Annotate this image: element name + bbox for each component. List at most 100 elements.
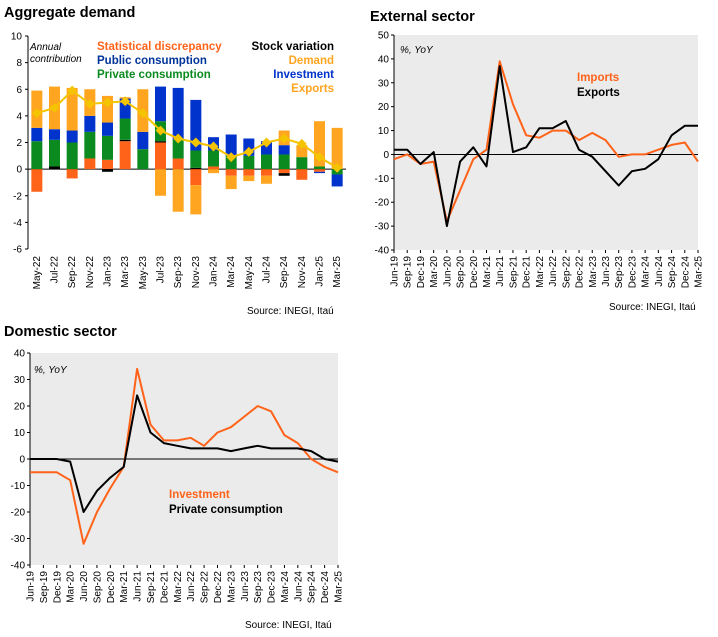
chart3-x-tick-label: Sep-23 [253, 571, 264, 604]
chart2-x-tick-label: Dec-21 [522, 256, 533, 289]
chart1-demand-marker [84, 98, 95, 109]
chart1-bar [314, 166, 325, 170]
chart3-x-tick-label: Mar-21 [119, 571, 130, 603]
chart1-demand-line [36, 89, 338, 169]
chart1-bar [119, 98, 131, 119]
chart2-legend-exports: Exports [577, 87, 620, 99]
chart1-bar [119, 141, 131, 170]
chart1-x-tick-label: Mar-24 [226, 256, 237, 288]
chart1-bar [172, 169, 184, 212]
chart3-x-tick-label: Sep-24 [307, 571, 318, 604]
chart1-x-tick-label: Nov-24 [297, 256, 308, 289]
chart2-x-tick-label: Sep-22 [561, 256, 572, 289]
chart2-x-tick-label: Sep-19 [403, 256, 414, 289]
chart1-bar [102, 169, 113, 172]
aggregate-demand-chart: Aggregate demand 10 8 6 4 2 0 -2 -4 -6 May-22 Jul-… [4, 5, 346, 317]
chart1-bar [172, 87, 184, 140]
chart1-demand-marker [332, 162, 343, 173]
chart2-title: External sector [370, 9, 475, 25]
chart1-bar [190, 167, 202, 170]
chart1-demand-marker [102, 97, 113, 108]
chart1-x-tick-label: Mar-23 [120, 256, 131, 288]
chart1-bar [225, 134, 237, 156]
chart1-demand-marker [261, 137, 272, 148]
chart1-bar [208, 150, 219, 167]
chart3-y-tick-label: -30 [11, 534, 26, 545]
chart1-bar [119, 139, 131, 142]
chart1-bar [84, 131, 96, 159]
chart3-x-tick-label: Mar-20 [66, 571, 77, 603]
chart1-bar [155, 86, 166, 122]
chart1-bar [102, 135, 113, 160]
chart2-x-tick-label: Mar-25 [694, 256, 705, 288]
chart2-y-tick-label: 30 [378, 78, 390, 89]
domestic-sector-chart: Domestic sector 403020100-10-20-30-40Jun… [4, 324, 345, 631]
chart1-bar [314, 171, 325, 174]
chart2-x-tick-label: Jun-20 [442, 256, 453, 287]
chart3-x-tick-label: Sep-21 [146, 571, 157, 604]
chart1-y-tick-label: -6 [13, 245, 22, 256]
chart1-bar [84, 158, 96, 170]
chart1-bar [243, 175, 255, 182]
chart1-bar [243, 169, 255, 176]
chart1-y-tick-label: 10 [11, 32, 23, 43]
chart1-bar [137, 131, 149, 150]
chart1-bar [66, 169, 78, 179]
chart1-demand-marker [226, 152, 237, 163]
chart1-x-tick-label: May-24 [244, 256, 255, 290]
chart1-bar [102, 95, 113, 123]
chart1-bar [66, 130, 78, 143]
chart2-y-tick-label: 50 [378, 31, 390, 42]
chart3-series-0-line [30, 367, 339, 545]
chart3-title: Domestic sector [4, 324, 117, 340]
chart2-x-tick-label: Dec-23 [627, 256, 638, 289]
chart3-legend-private-consumption: Private consumption [169, 504, 283, 516]
chart1-demand-marker [314, 152, 325, 163]
chart1-bar [225, 155, 237, 170]
chart2-x-tick-label: Sep-21 [508, 256, 519, 289]
chart3-x-tick-label: Dec-21 [159, 571, 170, 604]
chart1-bar [314, 121, 325, 167]
chart1-bar [49, 139, 60, 167]
chart3-x-tick-label: Sep-22 [200, 571, 211, 604]
chart1-bar [155, 169, 166, 196]
chart1-bar [331, 174, 343, 187]
chart1-bar [296, 169, 308, 180]
chart1-x-tick-label: Jan-23 [103, 256, 114, 287]
chart1-bar [66, 142, 78, 170]
chart1-x-tick-label: Sep-24 [279, 256, 290, 289]
chart1-x-tick-label: Sep-22 [67, 256, 78, 289]
chart2-y-tick-label: 20 [378, 102, 390, 113]
chart1-x-tick-label: Nov-22 [85, 256, 96, 289]
chart1-bar [261, 141, 272, 155]
chart1-y-tick-label: -4 [13, 218, 22, 229]
chart3-x-tick-label: Dec-20 [106, 571, 117, 604]
chart3-x-tick-label: Dec-19 [52, 571, 63, 604]
chart1-x-tick-label: Jan-25 [315, 256, 326, 287]
chart3-legend-investment: Investment [169, 489, 230, 501]
chart2-y-tick-label: -30 [375, 222, 390, 233]
chart3-x-tick-label: Jun-22 [186, 571, 197, 602]
chart1-legend-left-item: Statistical discrepancy [97, 41, 222, 53]
chart3-x-tick-label: Mar-23 [226, 571, 237, 603]
chart1-bar [155, 141, 166, 143]
chart2-x-tick-label: Sep-24 [667, 256, 678, 289]
chart1-demand-marker [155, 125, 166, 136]
chart1-bar [172, 139, 184, 159]
chart3-y-tick-label: -20 [11, 508, 26, 519]
chart1-x-tick-label: May-23 [138, 256, 149, 290]
chart3-x-tick-label: Dec-24 [320, 571, 331, 604]
chart1-x-tick-label: Nov-23 [191, 256, 202, 289]
chart2-x-tick-label: Mar-20 [429, 256, 440, 288]
chart1-x-tick-label: Jul-24 [262, 256, 273, 284]
chart1-legend-right-item: Stock variation [252, 41, 334, 53]
chart2-x-tick-label: Dec-20 [469, 256, 480, 289]
chart1-bar [261, 175, 272, 184]
chart1-x-tick-label: Mar-25 [332, 256, 343, 288]
chart2-x-tick-label: Mar-21 [482, 256, 493, 288]
chart3-x-tick-label: Jun-21 [133, 571, 144, 602]
chart1-bar [49, 129, 60, 140]
chart1-bar [296, 145, 308, 158]
chart1-bar [137, 149, 149, 170]
